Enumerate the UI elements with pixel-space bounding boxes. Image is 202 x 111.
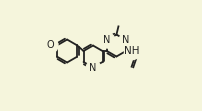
Text: N: N — [89, 63, 96, 73]
Text: O: O — [46, 40, 54, 50]
Text: N: N — [122, 35, 129, 45]
Text: N: N — [103, 35, 110, 45]
Text: NH: NH — [124, 46, 139, 56]
